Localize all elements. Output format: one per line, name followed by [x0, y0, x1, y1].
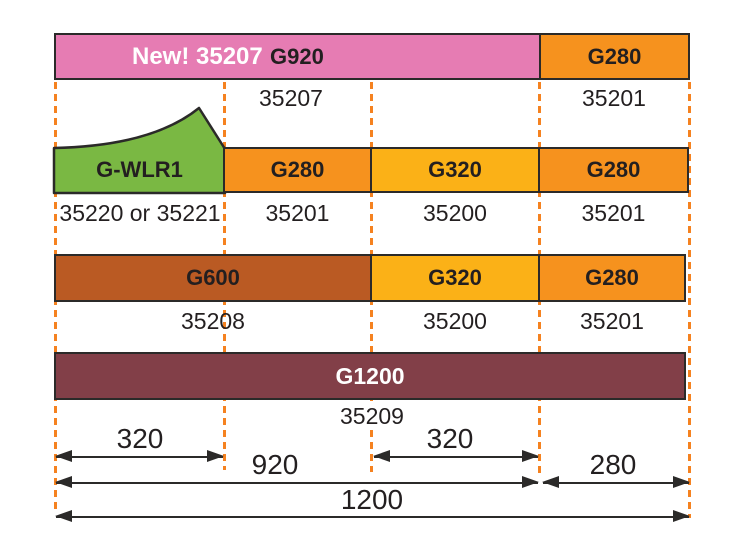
caption-g600-id: 35208: [181, 308, 245, 334]
dim-label-920: 920: [251, 449, 299, 480]
arrowhead-left-icon: [55, 510, 72, 522]
caption-g320-row3-id: 35200: [423, 308, 487, 334]
caption-g320-row2-id: 35200: [423, 200, 487, 226]
switch-turnout-icon: [52, 106, 227, 195]
dim-arrow-1200: [55, 510, 690, 522]
caption-g1200-id: 35209: [312, 402, 432, 430]
caption-g280-row1-id: 35201: [582, 85, 646, 111]
new-badge: New! 35207: [132, 42, 263, 70]
dim-arrow-320-right: [373, 450, 539, 462]
caption-g280a-row2-id: 35201: [265, 200, 330, 226]
segment-g280-row3-label: G280: [585, 265, 639, 290]
segment-g280a-row2-label: G280: [270, 157, 325, 182]
segment-g1200: G1200: [54, 352, 686, 400]
arrowhead-left-icon: [373, 450, 390, 462]
dim-label-320-right: 320: [426, 423, 474, 454]
segment-g280b-row2: G280: [538, 147, 689, 193]
segment-g320-row2-label: G320: [428, 157, 482, 182]
dim-label-280: 280: [589, 449, 637, 480]
arrowhead-right-icon: [673, 510, 690, 522]
arrowhead-left-icon: [55, 476, 72, 488]
segment-g280-row3: G280: [538, 254, 686, 302]
segment-g320-row2: G320: [370, 147, 540, 193]
segment-switch-shape: [52, 106, 227, 195]
segment-g920: New! 35207 G920: [54, 33, 541, 80]
segment-g1200-label: G1200: [335, 362, 405, 389]
caption-g280b-row2-id: 35201: [581, 200, 646, 226]
segment-g320-row3: G320: [370, 254, 540, 302]
segment-g280a-row2: G280: [223, 147, 372, 193]
segment-g600: G600: [54, 254, 372, 302]
caption-switch-id: 35220 or 35221: [59, 200, 221, 226]
arrowhead-right-icon: [522, 450, 539, 462]
arrowhead-left-icon: [55, 450, 72, 462]
dim-label-320-left: 320: [116, 423, 164, 454]
segment-g280-row1-label: G280: [587, 43, 642, 69]
arrowhead-right-icon: [522, 476, 539, 488]
arrowhead-left-icon: [542, 476, 559, 488]
arrowhead-right-icon: [207, 450, 224, 462]
dim-label-1200: 1200: [340, 484, 404, 515]
dim-arrow-920: [55, 476, 539, 488]
guide-line-1200mm: [688, 82, 691, 518]
arrowhead-right-icon: [673, 476, 690, 488]
caption-g280-row3-id: 35201: [580, 308, 644, 334]
segment-g920-label: G920: [270, 43, 324, 69]
segment-g280-row1: G280: [539, 33, 690, 80]
segment-g280b-row2-label: G280: [586, 157, 641, 182]
caption-g920-id: 35207: [259, 85, 323, 111]
dim-arrow-280: [542, 476, 690, 488]
segment-g320-row3-label: G320: [428, 265, 482, 290]
segment-g600-label: G600: [186, 265, 240, 290]
dim-arrow-320-left: [55, 450, 224, 462]
